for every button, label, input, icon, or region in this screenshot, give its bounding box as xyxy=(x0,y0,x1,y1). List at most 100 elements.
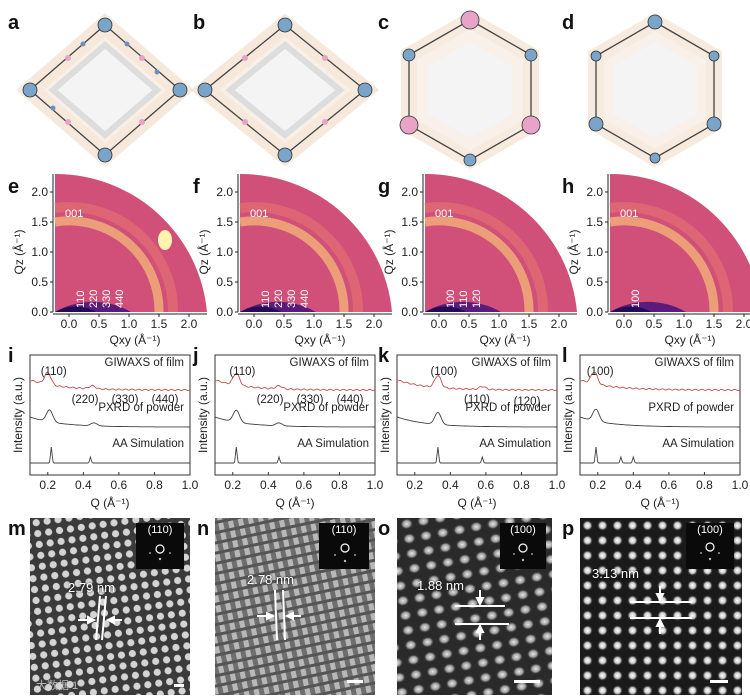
x-tick-label: 0.8 xyxy=(146,478,163,492)
scale-bar-o xyxy=(514,680,540,683)
peak-label-100: 100 xyxy=(445,290,457,308)
plot-frame xyxy=(396,354,558,476)
y-tick-label: 0.0 xyxy=(31,305,48,319)
panel-letter-h: h xyxy=(562,176,575,198)
y-axis-title: Intensity (a.u.) xyxy=(196,377,210,453)
y-axis-title: Intensity (a.u.) xyxy=(561,377,575,453)
x-tick-label: 2.0 xyxy=(551,317,568,331)
peak-label-220: 220 xyxy=(88,290,100,308)
series-label: PXRD of powder xyxy=(283,402,369,414)
panel-letter-c: c xyxy=(378,12,390,34)
peak-annotation: (440) xyxy=(337,394,364,406)
series-label: GIWAXS of film xyxy=(105,357,184,369)
x-tick-label: 0.0 xyxy=(246,317,263,331)
molecular-structures xyxy=(16,10,722,170)
x-axis-title: Qxy (Å⁻¹) xyxy=(295,332,346,347)
y-tick-label: 2.0 xyxy=(216,185,233,199)
peak-annotation: (100) xyxy=(587,366,614,378)
x-axis-title: Qxy (Å⁻¹) xyxy=(110,332,161,347)
y-tick-label: 1.0 xyxy=(401,245,418,259)
giwaxs-hotspot xyxy=(158,230,172,250)
trace-giwaxs-of-film xyxy=(396,375,558,391)
giwaxs-outer-ring xyxy=(239,202,364,313)
y-tick-label: 1.0 xyxy=(216,245,233,259)
trace-pxrd-of-powder xyxy=(579,408,740,428)
x-tick-label: 0.4 xyxy=(260,478,277,492)
y-tick-label: 1.5 xyxy=(216,215,233,229)
giwaxs-amorphous-ring xyxy=(609,216,719,313)
trace-aa-simulation xyxy=(580,446,740,464)
x-tick-label: 0.8 xyxy=(696,478,713,492)
giwaxs-map-g: 001 100 110 120 0.0 0.5 1.0 1.5 2.0 0.0 0.5 1.0 1.5 2… xyxy=(381,173,577,347)
x-axis-title: Qxy (Å⁻¹) xyxy=(480,332,531,347)
structure-c xyxy=(399,10,541,170)
series-label: GIWAXS of film xyxy=(290,357,369,369)
x-tick-label: 1.5 xyxy=(336,317,353,331)
y-axis-title: Qz (Å⁻¹) xyxy=(196,230,211,275)
x-tick-label: 0.2 xyxy=(406,478,423,492)
trace-pxrd-of-powder xyxy=(396,411,557,428)
y-tick-label: 0.5 xyxy=(586,275,603,289)
series-label: PXRD of powder xyxy=(98,402,184,414)
x-axis-title: Q (Å⁻¹) xyxy=(458,495,497,510)
series-label: GIWAXS of film xyxy=(655,357,734,369)
fft-label-o: (100) xyxy=(510,524,536,536)
series-label: AA Simulation xyxy=(662,438,734,450)
x-tick-label: 0.6 xyxy=(111,478,128,492)
x-axis-title: Q (Å⁻¹) xyxy=(641,495,680,510)
fft-label-n: (110) xyxy=(331,524,357,536)
x-tick-label: 1.0 xyxy=(676,317,693,331)
trace-giwaxs-of-film xyxy=(29,371,191,391)
series-label: PXRD of powder xyxy=(648,402,734,414)
giwaxs-beamstop-region xyxy=(610,306,652,312)
giwaxs-outer-ring xyxy=(424,202,549,313)
series-label: AA Simulation xyxy=(479,438,551,450)
x-tick-label: 0.6 xyxy=(478,478,495,492)
x-tick-label: 0.4 xyxy=(75,478,92,492)
series-label: AA Simulation xyxy=(112,438,184,450)
x-axis-title: Qxy (Å⁻¹) xyxy=(665,332,716,347)
structure-d xyxy=(588,12,722,168)
peak-annotation: (110) xyxy=(464,394,490,406)
spacing-label-m: 2.79 nm xyxy=(68,580,115,595)
peak-label-220: 220 xyxy=(273,290,285,308)
x-tick-label: 0.4 xyxy=(442,478,459,492)
y-tick-label: 0.0 xyxy=(401,305,418,319)
y-tick-label: 2.0 xyxy=(586,185,603,199)
y-axis-title: Intensity (a.u.) xyxy=(11,377,25,453)
x-tick-label: 2.0 xyxy=(366,317,383,331)
x-tick-label: 2.0 xyxy=(181,317,198,331)
y-axis-title: Intensity (a.u.) xyxy=(378,377,392,453)
peak-annotation: (110) xyxy=(229,366,255,378)
panel-letter-f: f xyxy=(193,176,200,198)
plot-frame xyxy=(29,354,191,476)
giwaxs-amorphous-ring xyxy=(54,216,164,313)
x-tick-label: 0.0 xyxy=(61,317,78,331)
x-tick-label: 0.5 xyxy=(91,317,108,331)
panel-letter-o: o xyxy=(378,518,391,540)
x-tick-label: 1.0 xyxy=(549,478,566,492)
peak-label-110: 110 xyxy=(260,290,272,308)
giwaxs-beamstop-region xyxy=(55,306,97,312)
y-tick-label: 0.5 xyxy=(31,275,48,289)
y-axis-title: Qz (Å⁻¹) xyxy=(566,230,581,275)
trace-giwaxs-of-film xyxy=(579,371,741,391)
x-tick-label: 1.0 xyxy=(182,478,199,492)
trace-aa-simulation xyxy=(397,446,557,464)
giwaxs-map-f: 001 110 220 330 440 0.0 0.5 1.0 1.5 2.0 0.0 0.5 1.0 1… xyxy=(196,173,392,347)
panel-letter-m: m xyxy=(8,518,26,540)
structure-b xyxy=(190,13,380,167)
label-001: 001 xyxy=(65,208,83,220)
profile-chart-i: GIWAXS of film PXRD of powder AA Simulatio… xyxy=(11,354,199,510)
label-001: 001 xyxy=(435,208,453,220)
trace-pxrd-of-powder xyxy=(29,409,190,428)
x-tick-label: 0.2 xyxy=(39,478,56,492)
peak-label-100: 100 xyxy=(630,290,642,308)
x-tick-label: 0.0 xyxy=(616,317,633,331)
tem-image-n: (110) 2.78 nm xyxy=(215,518,375,695)
x-tick-label: 0.2 xyxy=(224,478,241,492)
spacing-label-n: 2.78 nm xyxy=(247,572,294,587)
fft-inset-n: (110) xyxy=(319,523,369,569)
panel-letter-d: d xyxy=(562,12,575,34)
